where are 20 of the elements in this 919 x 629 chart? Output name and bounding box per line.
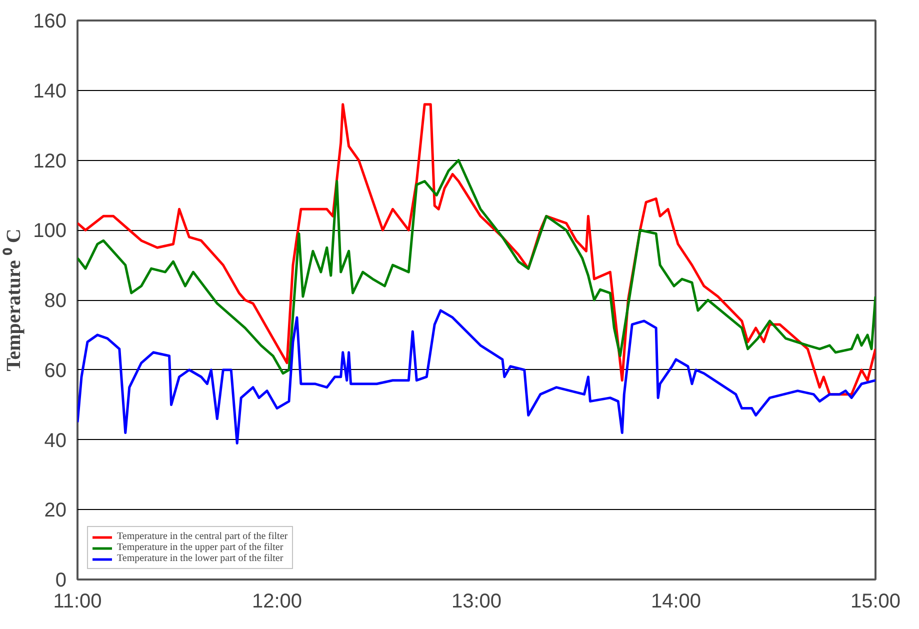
x-tick-label: 12:00: [252, 590, 302, 612]
legend-label: Temperature in the central part of the filter: [117, 531, 288, 542]
y-tick-label: 100: [33, 220, 67, 242]
y-tick-label: 120: [33, 150, 67, 172]
line-series: [78, 159, 876, 375]
y-axis-title: Temperature ⁰ C: [2, 228, 26, 372]
line-series: [78, 309, 876, 444]
x-tick-label: 15:00: [850, 590, 901, 612]
legend-label: Temperature in the upper part of the filter: [117, 542, 284, 553]
y-tick-label: 0: [55, 570, 66, 592]
y-tick-label: 80: [44, 290, 67, 312]
x-tick-label: 13:00: [451, 590, 502, 612]
y-tick-label: 20: [44, 500, 67, 522]
y-tick-label: 140: [33, 80, 67, 102]
y-tick-label: 160: [33, 10, 67, 32]
x-tick-label: 14:00: [650, 590, 702, 612]
x-tick-label: 11:00: [53, 590, 102, 612]
y-tick-label: 60: [44, 360, 67, 382]
legend-label: Temperature in the lower part of the filter: [117, 553, 284, 564]
y-tick-label: 40: [44, 430, 67, 452]
